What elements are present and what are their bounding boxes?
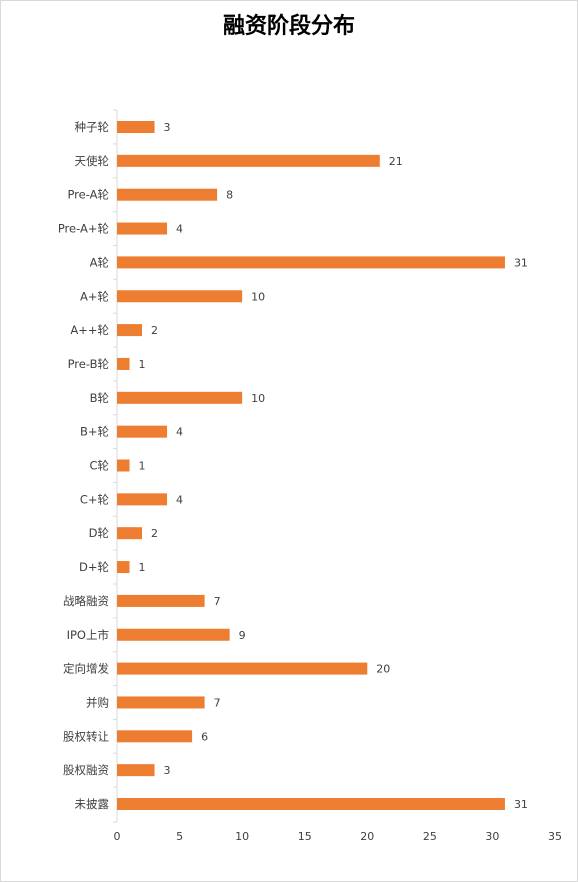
- category-label: IPO上市: [67, 628, 109, 642]
- category-label: 战略融资: [63, 594, 109, 608]
- category-label: 并购: [86, 695, 109, 709]
- bar: [117, 324, 143, 337]
- bar: [117, 425, 168, 438]
- bar: [117, 391, 243, 404]
- bar: [117, 764, 155, 777]
- data-label: 4: [176, 223, 183, 236]
- x-tick-label: 30: [485, 830, 499, 843]
- bar: [117, 154, 380, 167]
- data-label: 1: [139, 561, 146, 574]
- x-tick-label: 25: [423, 830, 437, 843]
- chart-title: 融资阶段分布: [222, 13, 355, 39]
- category-label: 未披露: [75, 797, 110, 811]
- category-label: Pre-A轮: [67, 188, 109, 202]
- bar: [117, 696, 205, 709]
- bar: [117, 459, 130, 472]
- data-label: 1: [139, 358, 146, 371]
- x-tick-label: 0: [114, 830, 121, 843]
- bar: [117, 662, 368, 675]
- data-label: 20: [376, 663, 390, 676]
- data-label: 10: [251, 392, 265, 405]
- x-tick-label: 10: [235, 830, 249, 843]
- data-label: 4: [176, 426, 183, 439]
- bar: [117, 493, 168, 506]
- x-tick-label: 35: [548, 830, 562, 843]
- category-label: C轮: [89, 459, 109, 473]
- data-label: 3: [164, 121, 171, 134]
- bar: [117, 798, 505, 810]
- category-label: D+轮: [79, 560, 109, 574]
- category-label: 天使轮: [75, 154, 110, 168]
- data-label: 7: [214, 595, 221, 608]
- bar: [117, 290, 243, 303]
- data-label: 21: [389, 155, 403, 168]
- data-label: 9: [239, 629, 246, 642]
- bar: [117, 628, 230, 641]
- data-label: 31: [514, 256, 528, 269]
- bar: [117, 594, 205, 607]
- data-label: 1: [139, 460, 146, 473]
- bar: [117, 256, 505, 269]
- data-label: 4: [176, 493, 183, 506]
- data-label: 8: [226, 189, 233, 202]
- category-label: 股权转让: [63, 729, 109, 743]
- data-label: 31: [514, 798, 528, 811]
- category-label: C+轮: [80, 492, 110, 506]
- bar: [117, 121, 155, 133]
- x-tick-label: 15: [298, 830, 312, 843]
- bar: [117, 357, 130, 370]
- category-label: 种子轮: [75, 120, 110, 134]
- category-label: B轮: [90, 391, 110, 405]
- category-label: 定向增发: [63, 662, 109, 676]
- data-label: 2: [151, 527, 158, 540]
- category-label: A轮: [90, 255, 110, 269]
- category-label: 股权融资: [63, 763, 109, 777]
- category-label: B+轮: [80, 425, 110, 439]
- bar: [117, 222, 168, 235]
- data-label: 7: [214, 696, 221, 709]
- bar: [117, 730, 193, 743]
- category-label: A+轮: [80, 289, 110, 303]
- bar: [117, 188, 218, 201]
- data-label: 2: [151, 324, 158, 337]
- category-label: A++轮: [70, 323, 109, 337]
- x-tick-label: 5: [176, 830, 183, 843]
- x-tick-label: 20: [360, 830, 374, 843]
- category-label: Pre-A+轮: [58, 222, 110, 236]
- bar: [117, 527, 143, 540]
- data-label: 6: [201, 730, 208, 743]
- data-label: 10: [251, 290, 265, 303]
- data-label: 3: [164, 764, 171, 777]
- category-label: Pre-B轮: [68, 357, 110, 371]
- category-label: D轮: [89, 526, 110, 540]
- bar: [117, 561, 130, 574]
